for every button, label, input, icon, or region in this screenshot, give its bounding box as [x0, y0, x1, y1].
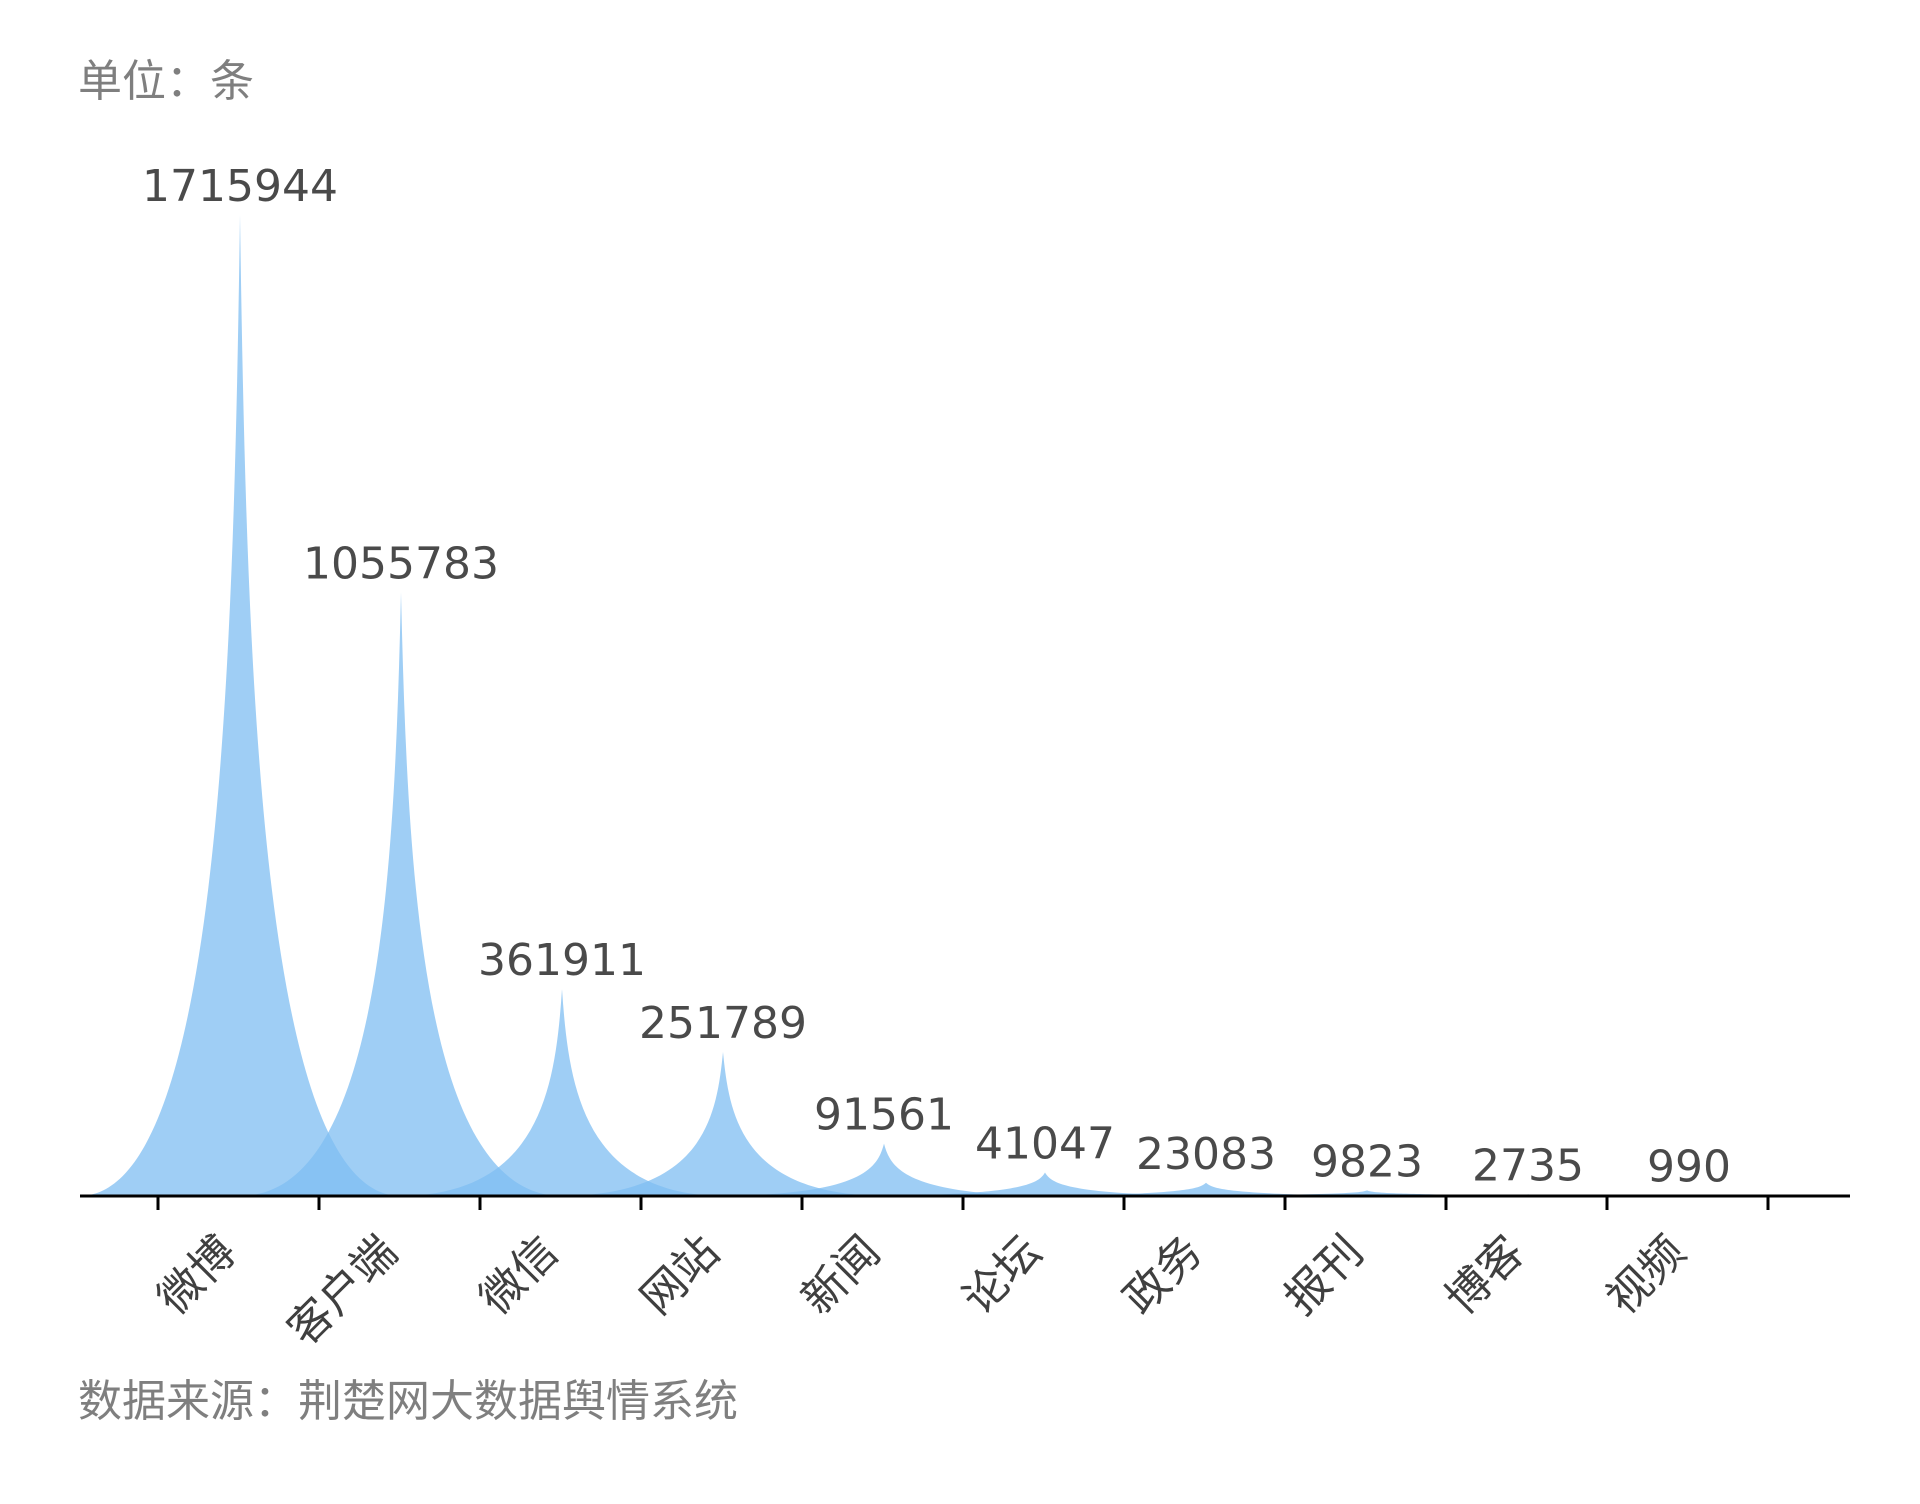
source-label: 数据来源：荆楚网大数据舆情系统: [78, 1376, 738, 1427]
spike-mark: [1207, 1190, 1527, 1196]
spike-mark: [1046, 1182, 1366, 1196]
category-label: 客户端: [278, 1226, 407, 1355]
x-axis-ticks: [156, 1196, 1770, 1210]
value-label: 251789: [639, 998, 807, 1049]
unit-label: 单位：条: [78, 56, 254, 107]
spike-mark: [241, 592, 561, 1196]
value-label: 41047: [975, 1119, 1115, 1170]
spike-series: [80, 215, 1849, 1196]
category-label: 论坛: [953, 1226, 1051, 1324]
spike-mark: [724, 1143, 1044, 1196]
value-label: 91561: [814, 1090, 954, 1141]
spike-mark: [563, 1052, 883, 1196]
category-label: 微博: [148, 1226, 246, 1324]
value-label: 361911: [478, 935, 646, 986]
spike-mark: [402, 989, 722, 1196]
value-label: 990: [1647, 1141, 1731, 1192]
category-label: 报刊: [1275, 1226, 1373, 1324]
category-label: 博客: [1436, 1226, 1534, 1324]
category-label: 政务: [1114, 1226, 1212, 1324]
value-label: 1715944: [142, 161, 338, 212]
value-label: 9823: [1311, 1136, 1423, 1187]
category-label: 视频: [1597, 1226, 1695, 1324]
value-label: 2735: [1472, 1140, 1584, 1191]
category-label: 新闻: [792, 1226, 890, 1324]
category-label: 网站: [631, 1226, 729, 1324]
spike-mark: [80, 215, 400, 1196]
value-label: 23083: [1136, 1129, 1276, 1180]
category-label: 微信: [470, 1226, 568, 1324]
spike-mark: [885, 1172, 1205, 1196]
category-labels: 微博 客户端 微信 网站 新闻 论坛 政务 报刊 博客 视频: [148, 1226, 1695, 1355]
value-label: 1055783: [303, 538, 499, 589]
